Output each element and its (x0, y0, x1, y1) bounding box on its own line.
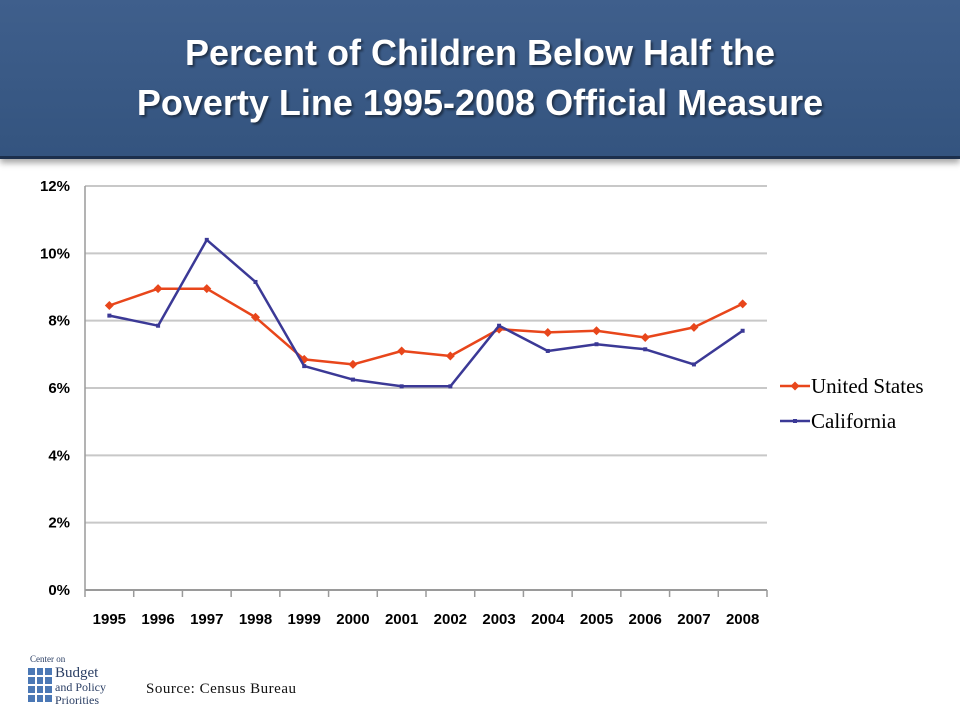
logo-text-priorities: Priorities (55, 693, 99, 707)
data-point-united-states (543, 327, 553, 337)
title-band: Percent of Children Below Half the Pover… (0, 0, 960, 159)
legend-marker-united-states (790, 381, 800, 391)
data-point-california (350, 377, 355, 382)
logo-text-budget: Budget (55, 665, 99, 681)
y-tick-labels: 0% 2% 4% 6% 8% 10% 12% (40, 178, 70, 599)
data-point-united-states (251, 312, 260, 322)
data-point-united-states (592, 326, 601, 336)
x-tick-label: 1995 (93, 611, 126, 628)
data-point-california (107, 313, 112, 318)
data-point-california (156, 323, 161, 328)
x-tick-label: 2004 (531, 611, 565, 628)
x-tick-label: 1996 (141, 611, 174, 628)
data-point-united-states (348, 359, 358, 369)
series-line-united-states (108, 287, 744, 366)
cbpp-logo: Center on Budget and Policy Priorities (28, 654, 128, 708)
legend: United States California (780, 374, 924, 433)
data-point-united-states (689, 322, 699, 332)
data-point-california (691, 362, 696, 367)
data-point-california (399, 384, 404, 389)
legend-label-california: California (811, 409, 897, 433)
y-tick-label: 4% (48, 447, 70, 464)
x-tick-label: 2001 (385, 611, 418, 628)
data-point-united-states (640, 333, 650, 342)
data-point-united-states (738, 299, 748, 309)
x-tick-label: 1998 (239, 611, 272, 628)
data-point-united-states (153, 284, 163, 294)
chart-title-line-1: Percent of Children Below Half the (184, 32, 776, 73)
data-point-united-states (397, 346, 407, 356)
y-tick-label: 10% (40, 245, 70, 262)
data-point-california (253, 279, 258, 284)
x-tick-label: 2008 (726, 611, 759, 628)
x-tick-label: 1997 (190, 611, 223, 628)
logo-building-icon (28, 668, 52, 702)
data-point-california (594, 342, 599, 347)
source-note: Source: Census Bureau (146, 681, 297, 697)
x-tick-label: 1999 (288, 611, 321, 628)
x-tick-label: 2000 (336, 611, 369, 628)
axes (84, 186, 768, 597)
x-tick-label: 2006 (629, 611, 662, 628)
y-tick-label: 12% (40, 178, 70, 195)
data-point-california (204, 237, 209, 242)
logo-text-and-policy: and Policy (55, 680, 106, 694)
y-tick-label: 0% (48, 582, 70, 599)
data-point-california (448, 384, 453, 389)
y-tick-label: 8% (48, 313, 70, 330)
series-line-california (109, 238, 744, 388)
data-point-california (302, 364, 307, 369)
legend-label-united-states: United States (811, 374, 924, 398)
data-point-california (497, 323, 502, 328)
y-tick-label: 6% (48, 380, 70, 397)
data-point-california (740, 328, 745, 333)
data-point-united-states (202, 284, 212, 294)
gridlines (85, 185, 767, 591)
x-tick-label: 2002 (434, 611, 467, 628)
x-tick-label: 2007 (677, 611, 710, 628)
x-tick-labels: 1995 1996 1997 1998 1999 2000 2001 2002 2003 2004… (93, 611, 760, 628)
data-point-united-states (445, 351, 455, 361)
data-point-california (545, 348, 550, 353)
logo-text-center-on: Center on (30, 654, 66, 664)
x-tick-label: 2005 (580, 611, 613, 628)
y-tick-label: 2% (48, 515, 70, 532)
data-point-california (643, 347, 648, 352)
legend-marker-california (793, 419, 797, 423)
x-tick-label: 2003 (482, 611, 515, 628)
data-point-united-states (104, 301, 114, 311)
chart-title-line-2: Poverty Line 1995-2008 Official Measure (136, 82, 824, 123)
series-group (104, 237, 748, 389)
